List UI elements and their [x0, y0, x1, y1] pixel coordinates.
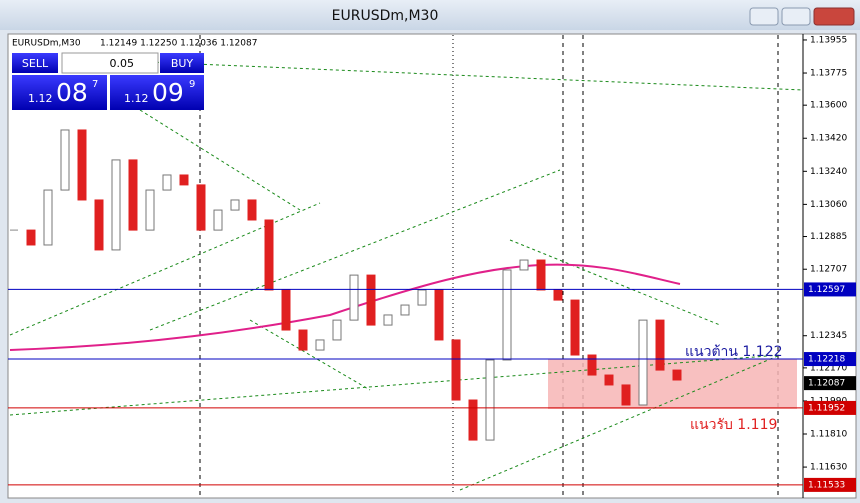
maximize-button[interactable]: [781, 7, 811, 26]
candle: [638, 319, 648, 406]
chart-symbol: EURUSDm,M30: [12, 39, 81, 49]
lot-value: 0.05: [110, 57, 135, 70]
candle: [536, 259, 546, 291]
candle: [281, 289, 291, 331]
sell-price-prefix: 1.12: [28, 92, 53, 105]
y-tick-label: 1.13060: [810, 200, 847, 210]
price-label-bg: [804, 477, 856, 492]
candle: [417, 289, 427, 306]
trade-panel: SELL 0.05 BUY 1.12 08 7 1.12 09 9: [12, 52, 204, 110]
close-button[interactable]: [813, 7, 855, 26]
y-tick-label: 1.13955: [810, 35, 847, 45]
candle: [434, 289, 444, 341]
y-tick-label: 1.11810: [810, 430, 847, 440]
price-label-bg: [804, 352, 856, 367]
y-tick-label: 1.13420: [810, 134, 847, 144]
candle: [332, 319, 342, 341]
current-price-label: 1.12087: [808, 379, 845, 389]
trend-lines: [9, 61, 804, 491]
buy-price-prefix: 1.12: [124, 92, 149, 105]
candle: [485, 359, 495, 441]
candle: [519, 259, 529, 271]
support-zone: [548, 359, 797, 409]
candle: [400, 304, 410, 316]
price-label: 1.12218: [808, 355, 845, 365]
candle: [672, 369, 682, 381]
candle: [468, 399, 478, 441]
candle: [43, 189, 53, 246]
buy-price-small: 9: [189, 79, 195, 90]
price-label: 1.12597: [808, 285, 845, 295]
y-tick-label: 1.12707: [810, 265, 847, 275]
candle: [145, 189, 155, 231]
sell-price-small: 7: [92, 79, 98, 90]
buy-label: BUY: [171, 57, 194, 70]
candle: [366, 274, 376, 326]
candle: [604, 374, 614, 386]
buy-button[interactable]: [160, 53, 204, 73]
candle: [349, 274, 359, 321]
sell-price-box[interactable]: [12, 75, 107, 110]
candle: [60, 129, 70, 191]
price-label-bg: [804, 400, 856, 415]
chart-area: [7, 33, 857, 499]
candle: [162, 174, 172, 191]
price-label-bg: [804, 282, 856, 297]
candle: [383, 314, 393, 326]
y-tick-label: 1.13775: [810, 69, 847, 79]
y-tick-label: 1.12885: [810, 232, 847, 242]
y-tick-label: 1.13600: [810, 101, 847, 111]
price-label: 1.11952: [808, 403, 845, 413]
price-label: 1.11533: [808, 480, 845, 490]
y-tick-label: 1.11630: [810, 463, 847, 473]
buy-price-box[interactable]: [110, 75, 204, 110]
title-bar: [0, 0, 860, 30]
sell-button[interactable]: [12, 53, 58, 73]
candle: [502, 269, 512, 361]
minimize-button[interactable]: [749, 7, 779, 26]
candle: [77, 129, 87, 201]
sell-label: SELL: [22, 57, 49, 70]
period-separators: [199, 35, 779, 495]
support-label: แนวรับ 1.119: [690, 417, 777, 433]
candle: [179, 174, 189, 186]
candle: [213, 209, 223, 231]
moving-average: [9, 263, 681, 351]
candle: [26, 229, 36, 246]
candle: [264, 219, 274, 291]
current-price-bg: [804, 376, 856, 391]
candle: [451, 339, 461, 401]
y-tick-label: 1.12345: [810, 331, 847, 341]
candle: [621, 384, 631, 406]
candle: [570, 299, 580, 356]
candle: [111, 159, 121, 251]
candle: [128, 159, 138, 231]
candle: [230, 199, 240, 211]
candle: [196, 184, 206, 231]
candle: [655, 319, 665, 371]
lot-input[interactable]: [61, 52, 159, 74]
sell-price-big: 08: [56, 78, 88, 107]
candle: [553, 289, 563, 301]
resistance-label: แนวต้าน 1.122: [685, 344, 783, 360]
candle: [587, 354, 597, 376]
buy-price-big: 09: [152, 78, 184, 107]
candle: [298, 329, 308, 351]
chart-ohlc: 1.12149 1.12250 1.12036 1.12087: [100, 39, 257, 49]
window-title: EURUSDm,M30: [332, 8, 439, 24]
candle: [315, 339, 325, 351]
candle: [247, 199, 257, 221]
y-tick-label: 1.13240: [810, 167, 847, 177]
y-tick-label: 1.12170: [810, 363, 847, 373]
candle: [94, 199, 104, 251]
